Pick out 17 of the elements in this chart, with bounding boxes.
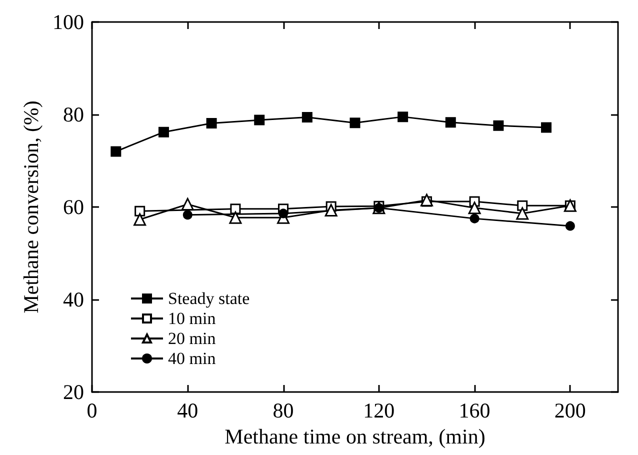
legend-label: 40 min <box>168 349 216 368</box>
y-tick-label: 80 <box>63 102 84 126</box>
y-axis-title: Methane conversion, (%) <box>19 100 44 314</box>
y-tick-label: 20 <box>63 380 84 404</box>
y-tick-label: 60 <box>63 195 84 219</box>
x-tick-label: 0 <box>86 398 98 422</box>
x-axis-title: Methane time on stream, (min) <box>224 424 486 448</box>
x-tick-label: 40 <box>177 398 198 422</box>
legend-label: 20 min <box>168 329 216 348</box>
x-tick-label: 160 <box>458 398 490 422</box>
x-tick-label: 120 <box>363 398 395 422</box>
y-tick-label: 40 <box>63 288 84 312</box>
legend-label: 10 min <box>168 309 216 328</box>
x-tick-label: 200 <box>554 398 586 422</box>
x-tick-label: 80 <box>272 398 294 422</box>
legend-label: Steady state <box>168 289 250 308</box>
y-tick-label: 100 <box>52 10 84 34</box>
